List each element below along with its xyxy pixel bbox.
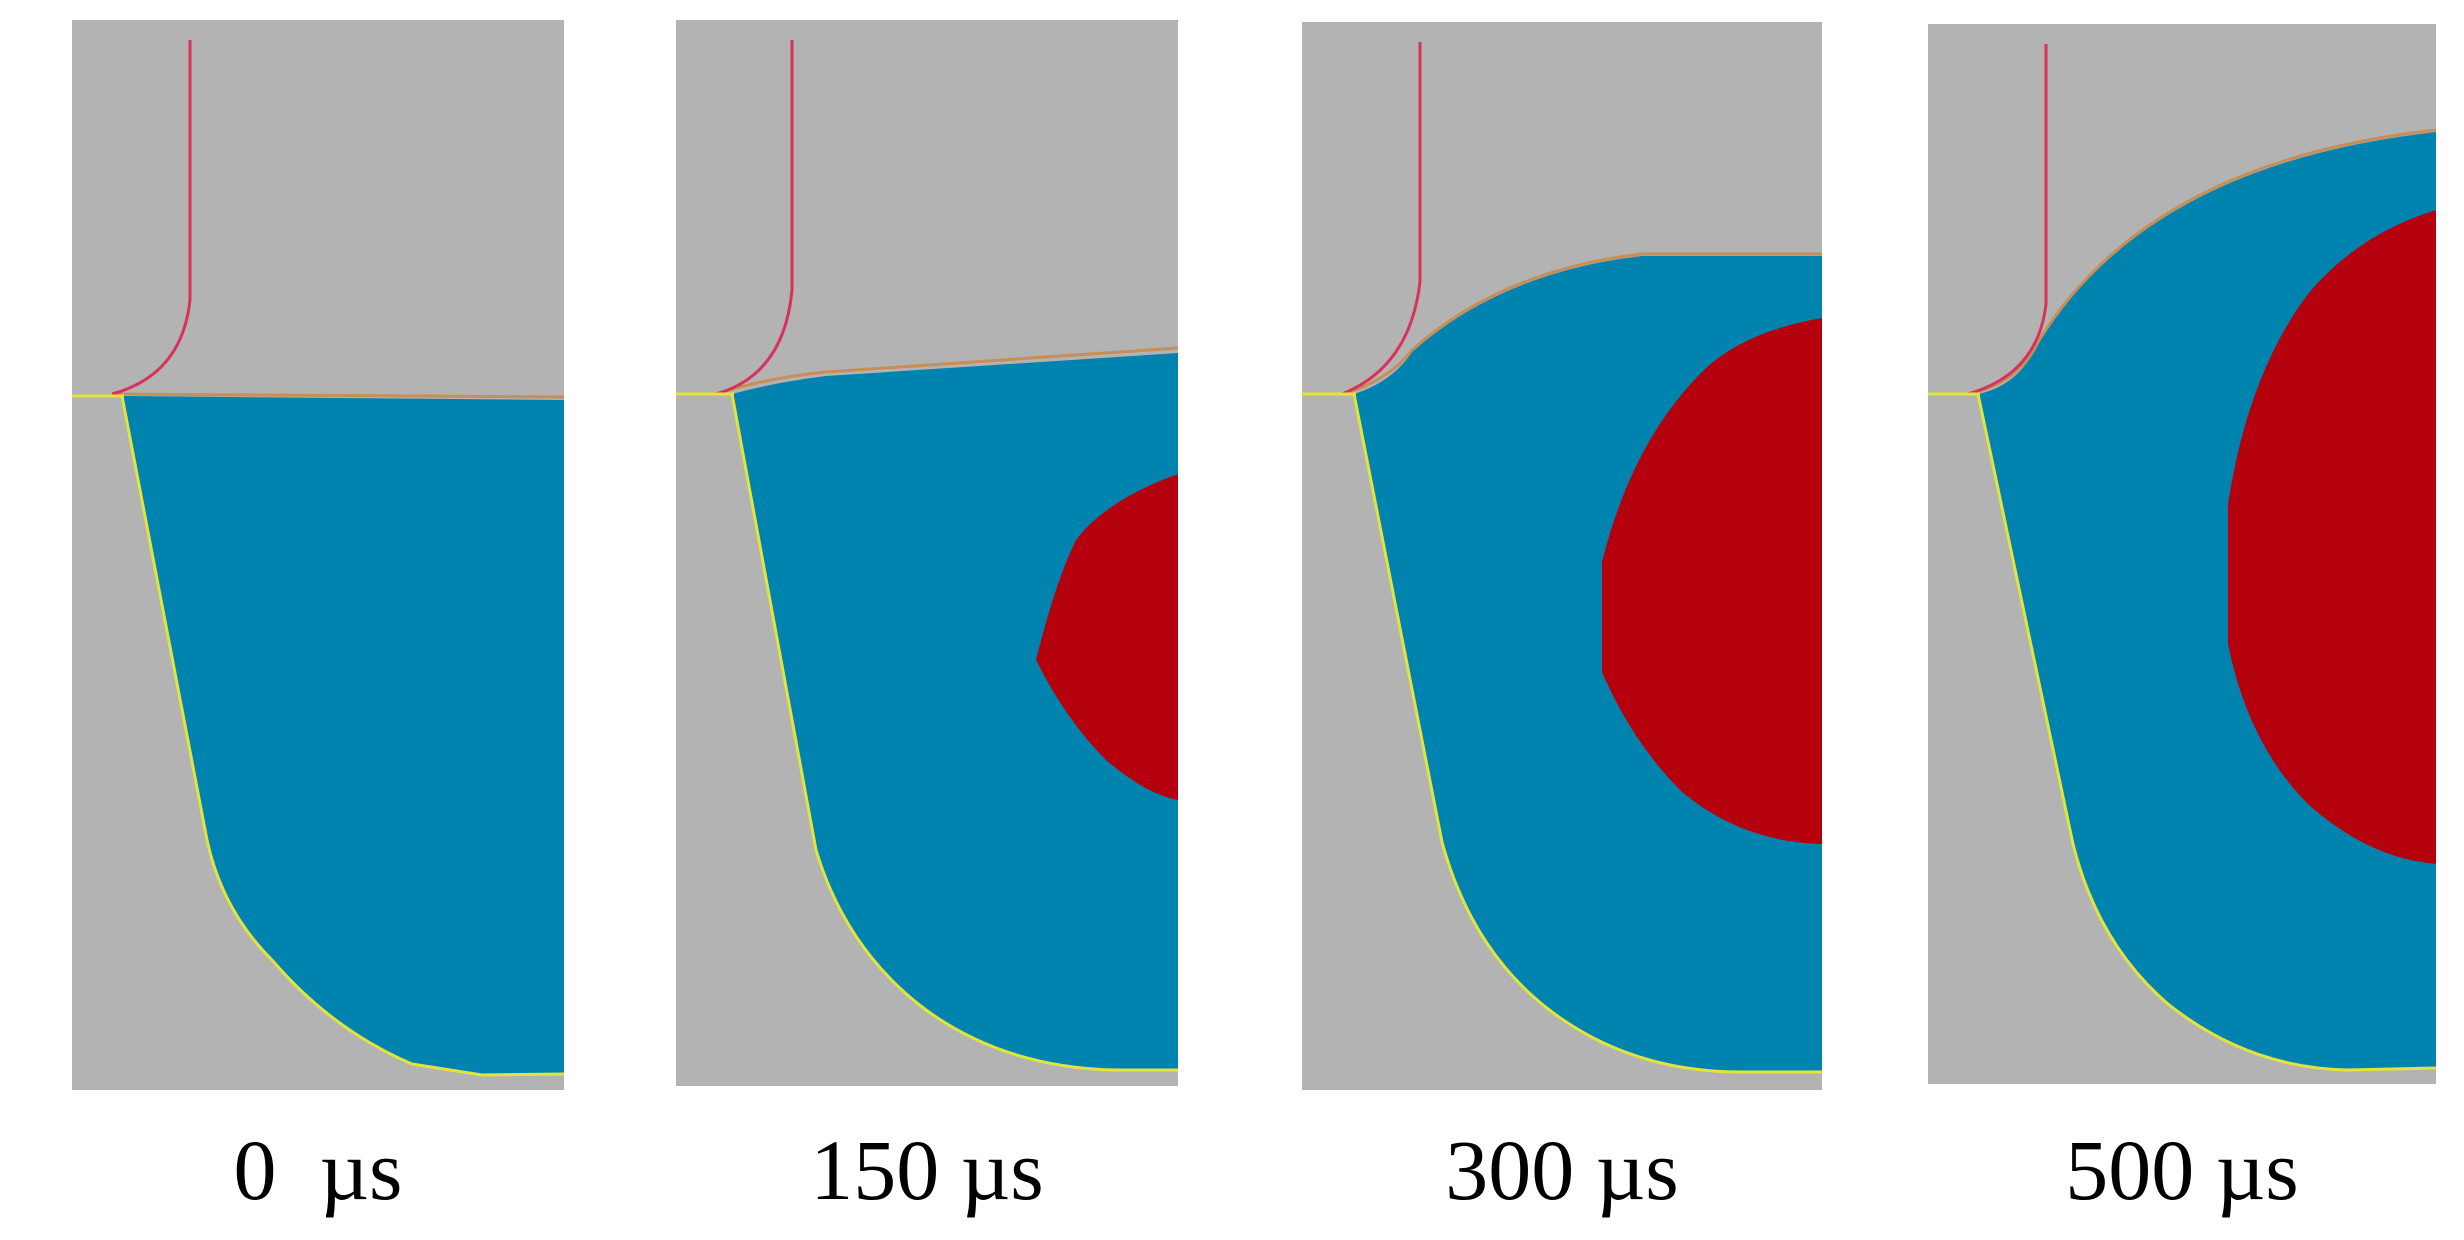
inner-region [2228,210,2436,864]
outer-region [732,353,1178,1070]
panel-300us-svg [1302,22,1822,1090]
outer-region-outline [1976,393,2436,1072]
outer-region-outline [120,395,564,1077]
vertical-curve [715,40,794,396]
vertical-curve [1341,42,1422,396]
top-boundary-line [1967,128,2436,396]
vertical-curve [1967,44,2048,396]
vertical-curve [111,40,192,396]
caption-300us: 300 µs [1445,1122,1679,1218]
panel-500us-svg [1928,24,2436,1084]
panel-0us-svg [72,20,564,1090]
panel-150us-svg [676,20,1178,1086]
top-boundary-line [111,392,564,399]
panel-300us [1302,22,1822,1090]
inner-region [1036,474,1178,800]
caption-0us: 0 µs [233,1122,403,1218]
outer-region-outline [730,393,1178,1072]
panel-500us [1928,24,2436,1084]
caption-150us: 150 µs [810,1122,1044,1218]
outer-region-outline [1352,393,1822,1074]
top-boundary-line [1341,252,1822,396]
panel-0us [72,20,564,1090]
inner-region [1602,318,1822,844]
panel-150us [676,20,1178,1086]
caption-500us: 500 µs [2065,1122,2299,1218]
